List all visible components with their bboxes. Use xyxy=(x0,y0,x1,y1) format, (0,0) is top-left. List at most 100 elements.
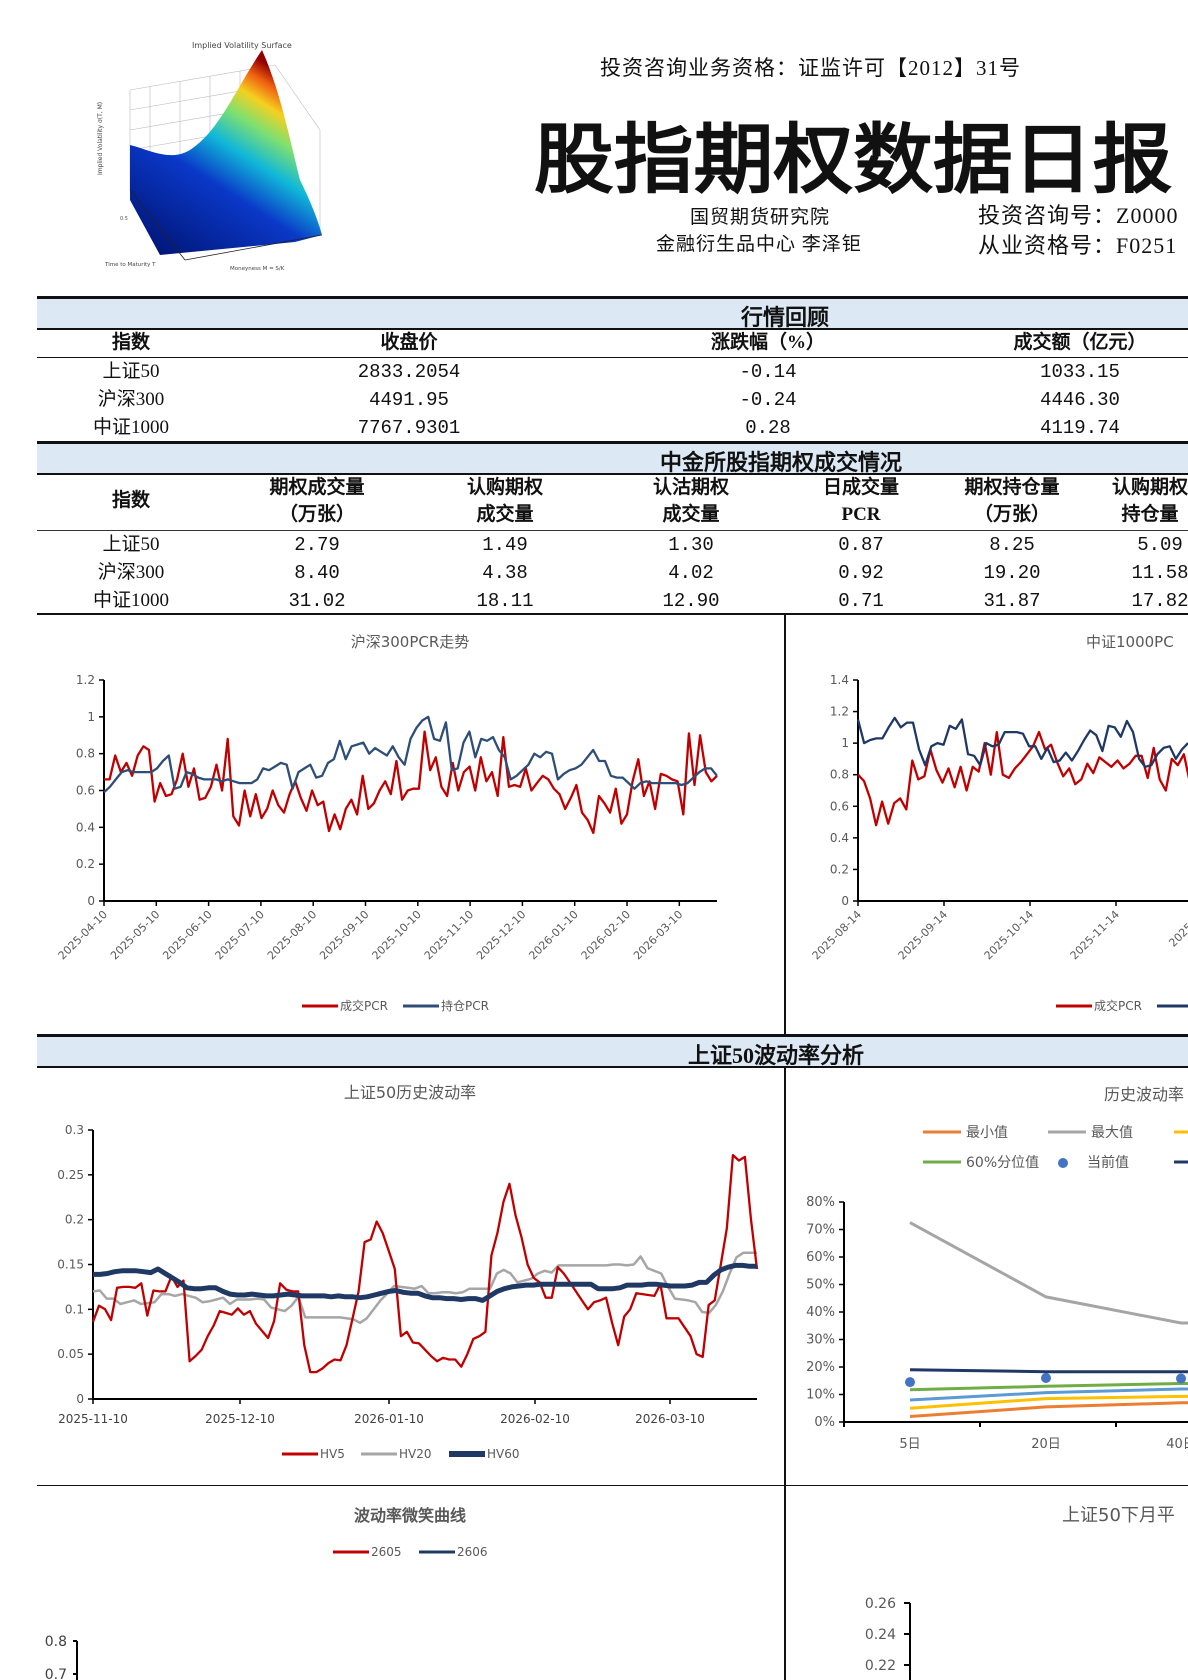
logo-ylabel: Moneyness M = S/K xyxy=(230,266,285,272)
svg-text:2025-06-10: 2025-06-10 xyxy=(160,908,214,962)
svg-text:0.3: 0.3 xyxy=(65,1123,84,1137)
svg-text:最小值: 最小值 xyxy=(966,1125,1008,1141)
svg-text:2026-02-10: 2026-02-10 xyxy=(500,1412,570,1426)
svg-text:最大值: 最大值 xyxy=(1091,1125,1133,1141)
volatility-surface-logo: Implied Volatility Surface 0.5 Implied V… xyxy=(97,41,323,272)
svg-text:波动率微笑曲线: 波动率微笑曲线 xyxy=(354,1506,466,1525)
svg-text:2026-03-10: 2026-03-10 xyxy=(635,1412,705,1426)
svg-text:0.22: 0.22 xyxy=(865,1658,896,1674)
svg-text:60%分位值: 60%分位值 xyxy=(966,1155,1039,1171)
svg-text:上证50历史波动率: 上证50历史波动率 xyxy=(344,1083,476,1102)
svg-text:2025-12-10: 2025-12-10 xyxy=(474,908,528,962)
svg-text:20%: 20% xyxy=(806,1360,835,1375)
svg-text:2026-03-10: 2026-03-10 xyxy=(631,908,685,962)
svg-text:0.26: 0.26 xyxy=(865,1596,896,1612)
market-review-band: 行情回顾 xyxy=(37,296,1188,330)
svg-text:0.2: 0.2 xyxy=(76,857,95,871)
svg-text:2026-01-10: 2026-01-10 xyxy=(526,908,580,962)
svg-text:1: 1 xyxy=(87,710,95,724)
svg-text:2025-05-10: 2025-05-10 xyxy=(108,908,162,962)
svg-text:0.8: 0.8 xyxy=(45,1634,67,1650)
report-title: 股指期权数据日报 xyxy=(534,115,1173,204)
svg-text:1: 1 xyxy=(841,736,849,750)
svg-text:历史波动率: 历史波动率 xyxy=(1104,1085,1184,1104)
svg-text:成交PCR: 成交PCR xyxy=(340,998,388,1013)
svg-text:持仓PCR: 持仓PCR xyxy=(441,998,489,1013)
svg-text:1.2: 1.2 xyxy=(76,673,95,687)
institute-name: 国贸期货研究院 xyxy=(690,207,831,228)
col-header-index: 指数 xyxy=(111,332,151,353)
license-qualification: 投资咨询业务资格：证监许可【2012】31号 xyxy=(600,56,1021,80)
svg-text:0.4: 0.4 xyxy=(830,831,849,845)
svg-text:2026-02-10: 2026-02-10 xyxy=(579,908,633,962)
col-header-call-oi: 认购期权 xyxy=(1111,477,1188,498)
svg-text:0.4: 0.4 xyxy=(76,820,95,834)
col-header-close: 收盘价 xyxy=(380,332,438,353)
analyst-name: 金融衍生品中心 李泽钜 xyxy=(656,234,862,255)
svg-text:2605: 2605 xyxy=(371,1545,402,1559)
svg-text:1.2: 1.2 xyxy=(830,705,849,719)
svg-text:0.2: 0.2 xyxy=(830,862,849,876)
svg-text:1.4: 1.4 xyxy=(830,673,849,687)
svg-text:2025-11-14: 2025-11-14 xyxy=(1068,908,1122,962)
chart-divider xyxy=(784,614,786,1035)
svg-text:0.25: 0.25 xyxy=(57,1168,84,1182)
svg-text:2025-11-10: 2025-11-10 xyxy=(58,1412,128,1426)
col-header-change: 涨跌幅（%） xyxy=(710,332,826,353)
svg-text:HV5: HV5 xyxy=(320,1447,345,1461)
consult-id: 投资咨询号：Z0000 xyxy=(978,203,1179,228)
svg-text:0.6: 0.6 xyxy=(76,784,95,798)
hs300-pcr-chart: 沪深300PCR走势00.20.40.60.811.22025-04-10202… xyxy=(56,633,718,1013)
svg-text:HV20: HV20 xyxy=(399,1447,432,1461)
col-header-index: 指数 xyxy=(111,490,151,511)
cffex-options-band: 中金所股指期权成交情况 xyxy=(37,441,1188,475)
svg-text:0.05: 0.05 xyxy=(57,1347,84,1361)
svg-text:中证1000PC: 中证1000PC xyxy=(1086,633,1174,651)
svg-text:30%: 30% xyxy=(806,1333,835,1348)
svg-text:当前值: 当前值 xyxy=(1087,1154,1129,1171)
svg-text:0: 0 xyxy=(841,894,849,908)
svg-text:成交PCR: 成交PCR xyxy=(1094,998,1142,1013)
col-header-pcr: 日成交量 xyxy=(822,477,900,498)
svg-text:70%: 70% xyxy=(806,1223,835,1238)
svg-text:0.1: 0.1 xyxy=(65,1302,84,1316)
svg-text:2025-12: 2025-12 xyxy=(1166,908,1188,950)
svg-text:HV60: HV60 xyxy=(487,1447,520,1461)
sz50-vol-title: 上证50波动率分析 xyxy=(688,1043,865,1068)
svg-text:0.8: 0.8 xyxy=(830,768,849,782)
svg-text:2025-08-14: 2025-08-14 xyxy=(810,908,864,962)
practice-id: 从业资格号：F0251 xyxy=(978,233,1178,258)
col-header-volume: 期权成交量 xyxy=(269,477,365,498)
market-review-title: 行情回顾 xyxy=(741,305,830,330)
svg-text:0.5: 0.5 xyxy=(120,216,128,222)
svg-text:80%: 80% xyxy=(806,1195,835,1210)
svg-text:0.15: 0.15 xyxy=(57,1258,84,1272)
svg-text:2025-07-10: 2025-07-10 xyxy=(213,908,267,962)
logo-zlabel: Implied Volatility σ(T, M) xyxy=(97,102,104,175)
svg-text:2025-09-14: 2025-09-14 xyxy=(896,908,950,962)
col-header-turnover: 成交额（亿元） xyxy=(1013,332,1147,353)
svg-text:40%: 40% xyxy=(806,1305,835,1320)
svg-text:0.6: 0.6 xyxy=(830,799,849,813)
svg-text:0%: 0% xyxy=(814,1415,835,1430)
svg-text:2025-10-14: 2025-10-14 xyxy=(982,908,1036,962)
svg-text:沪深300PCR走势: 沪深300PCR走势 xyxy=(351,633,470,651)
svg-text:2025-11-10: 2025-11-10 xyxy=(422,908,476,962)
svg-text:2025-09-10: 2025-09-10 xyxy=(317,908,371,962)
svg-text:60%: 60% xyxy=(806,1250,835,1265)
svg-text:2025-08-10: 2025-08-10 xyxy=(265,908,319,962)
zz1000-pcr-chart: 中证1000PC 0 0.2 0.4 0.6 0.8 1 1.2 1.4 2025-08-14 20… xyxy=(810,633,1188,1013)
svg-text:20日: 20日 xyxy=(1031,1437,1061,1452)
svg-text:40日: 40日 xyxy=(1166,1437,1188,1452)
svg-text:10%: 10% xyxy=(806,1388,835,1403)
logo-title: Implied Volatility Surface xyxy=(192,41,292,50)
sz50-vol-band: 上证50波动率分析 xyxy=(37,1034,1188,1068)
svg-text:2606: 2606 xyxy=(457,1545,488,1559)
svg-text:2026-01-10: 2026-01-10 xyxy=(354,1412,424,1426)
svg-text:0: 0 xyxy=(76,1392,84,1406)
svg-text:0.7: 0.7 xyxy=(45,1667,67,1680)
svg-text:5日: 5日 xyxy=(899,1437,920,1452)
cffex-options-title: 中金所股指期权成交情况 xyxy=(660,450,903,475)
